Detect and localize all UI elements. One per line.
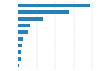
Bar xyxy=(18,37,23,41)
Bar xyxy=(18,10,70,14)
Bar xyxy=(18,50,21,54)
Bar xyxy=(18,57,21,61)
Bar xyxy=(18,64,19,67)
Bar xyxy=(18,30,28,34)
Bar xyxy=(18,44,22,47)
Bar xyxy=(18,24,30,27)
Bar xyxy=(18,4,90,7)
Bar xyxy=(18,17,43,21)
